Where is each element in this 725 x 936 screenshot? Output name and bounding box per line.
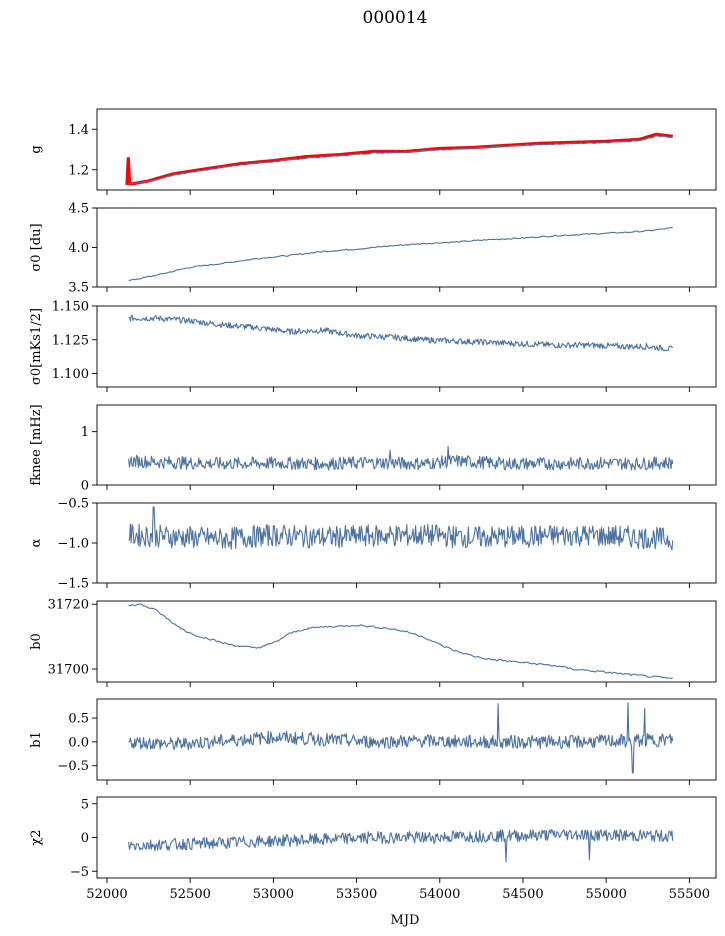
y-tick-label: −0.5: [57, 759, 89, 774]
series-line-b1: [128, 702, 674, 774]
axes-frame: [96, 600, 717, 683]
panel-2: −5 0 5 χ2: [29, 796, 717, 883]
y-axis-label: α: [29, 538, 44, 547]
y-axis-label: b1: [29, 731, 44, 748]
y-tick-label: −0.5: [57, 497, 89, 512]
panel-fknee-mhz: 0 1 fknee [mHz]: [29, 404, 717, 494]
series-line-: [128, 506, 674, 551]
y-axis-label: χ2: [29, 829, 44, 845]
y-axis-label: b0: [29, 633, 44, 650]
panels: 1.2 1.4 g 3.5 4.0 4.5 σ0 [du] 1.100 1.125 1.150 σ0…: [29, 108, 717, 883]
y-tick-label: 5: [81, 797, 89, 812]
panel-: −1.5 −1.0 −0.5 α: [29, 497, 717, 592]
x-tick-label: 52000: [86, 887, 127, 902]
y-tick-label: −5: [70, 865, 89, 880]
y-tick-label: 0.0: [68, 735, 89, 750]
y-tick-label: 1.2: [68, 163, 89, 178]
y-tick-label: 1.4: [68, 123, 89, 138]
axes-frame: [96, 108, 717, 191]
y-tick-label: 31720: [48, 598, 89, 613]
y-tick-label: −1.0: [57, 537, 89, 552]
y-tick-label: −1.5: [57, 577, 89, 592]
series-line-0-mks1-2: [128, 314, 674, 352]
panel-0-mks1-2: 1.100 1.125 1.150 σ0[mKs1/2]: [29, 300, 717, 392]
y-tick-label: 3.5: [68, 281, 89, 296]
y-axis-label: g: [29, 145, 44, 153]
x-tick-label: 54000: [419, 887, 460, 902]
series-line-g: [128, 135, 673, 185]
panel-0-du: 3.5 4.0 4.5 σ0 [du]: [29, 202, 717, 296]
x-tick-label: 55000: [585, 887, 626, 902]
panel-g: 1.2 1.4 g: [29, 108, 717, 195]
y-axis-label: σ0 [du]: [29, 223, 44, 271]
y-axis-label: fknee [mHz]: [29, 404, 44, 485]
y-axis-label: σ0[mKs1/2]: [29, 308, 44, 385]
series-red-line: [125, 132, 673, 186]
series-line-2: [128, 828, 674, 863]
series-line-b0: [128, 603, 673, 680]
axes-frame: [96, 404, 717, 486]
panel-b0: 31700 31720 b0: [29, 598, 717, 687]
y-tick-label: 0.5: [68, 712, 89, 727]
y-tick-label: 4.0: [68, 241, 89, 256]
axes-frame: [96, 502, 717, 584]
axes-frame: [96, 698, 717, 781]
x-tick-label: 54500: [502, 887, 543, 902]
y-tick-label: 4.5: [68, 202, 89, 217]
x-tick-label: 53000: [253, 887, 294, 902]
series-line-0-du: [128, 226, 673, 281]
y-tick-label: 1.150: [52, 300, 89, 315]
x-axis: 52000 52500 53000 53500 54000 54500 55000 55500: [86, 887, 710, 902]
y-tick-label: 1: [81, 425, 89, 440]
panel-b1: −0.5 0.0 0.5 b1: [29, 698, 717, 785]
x-tick-label: 52500: [170, 887, 211, 902]
y-tick-label: 31700: [48, 663, 89, 678]
y-tick-label: 0: [81, 831, 89, 846]
figure-title: 000014: [363, 8, 428, 28]
axes-frame: [96, 305, 717, 388]
series-line-fknee-mhz: [128, 446, 674, 471]
x-axis-label: MJD: [391, 913, 420, 928]
y-tick-label: 0: [81, 479, 89, 494]
axes-frame: [96, 207, 717, 288]
y-tick-label: 1.100: [52, 367, 89, 382]
x-tick-label: 53500: [336, 887, 377, 902]
y-tick-label: 1.125: [52, 333, 89, 348]
x-tick-label: 55500: [669, 887, 710, 902]
